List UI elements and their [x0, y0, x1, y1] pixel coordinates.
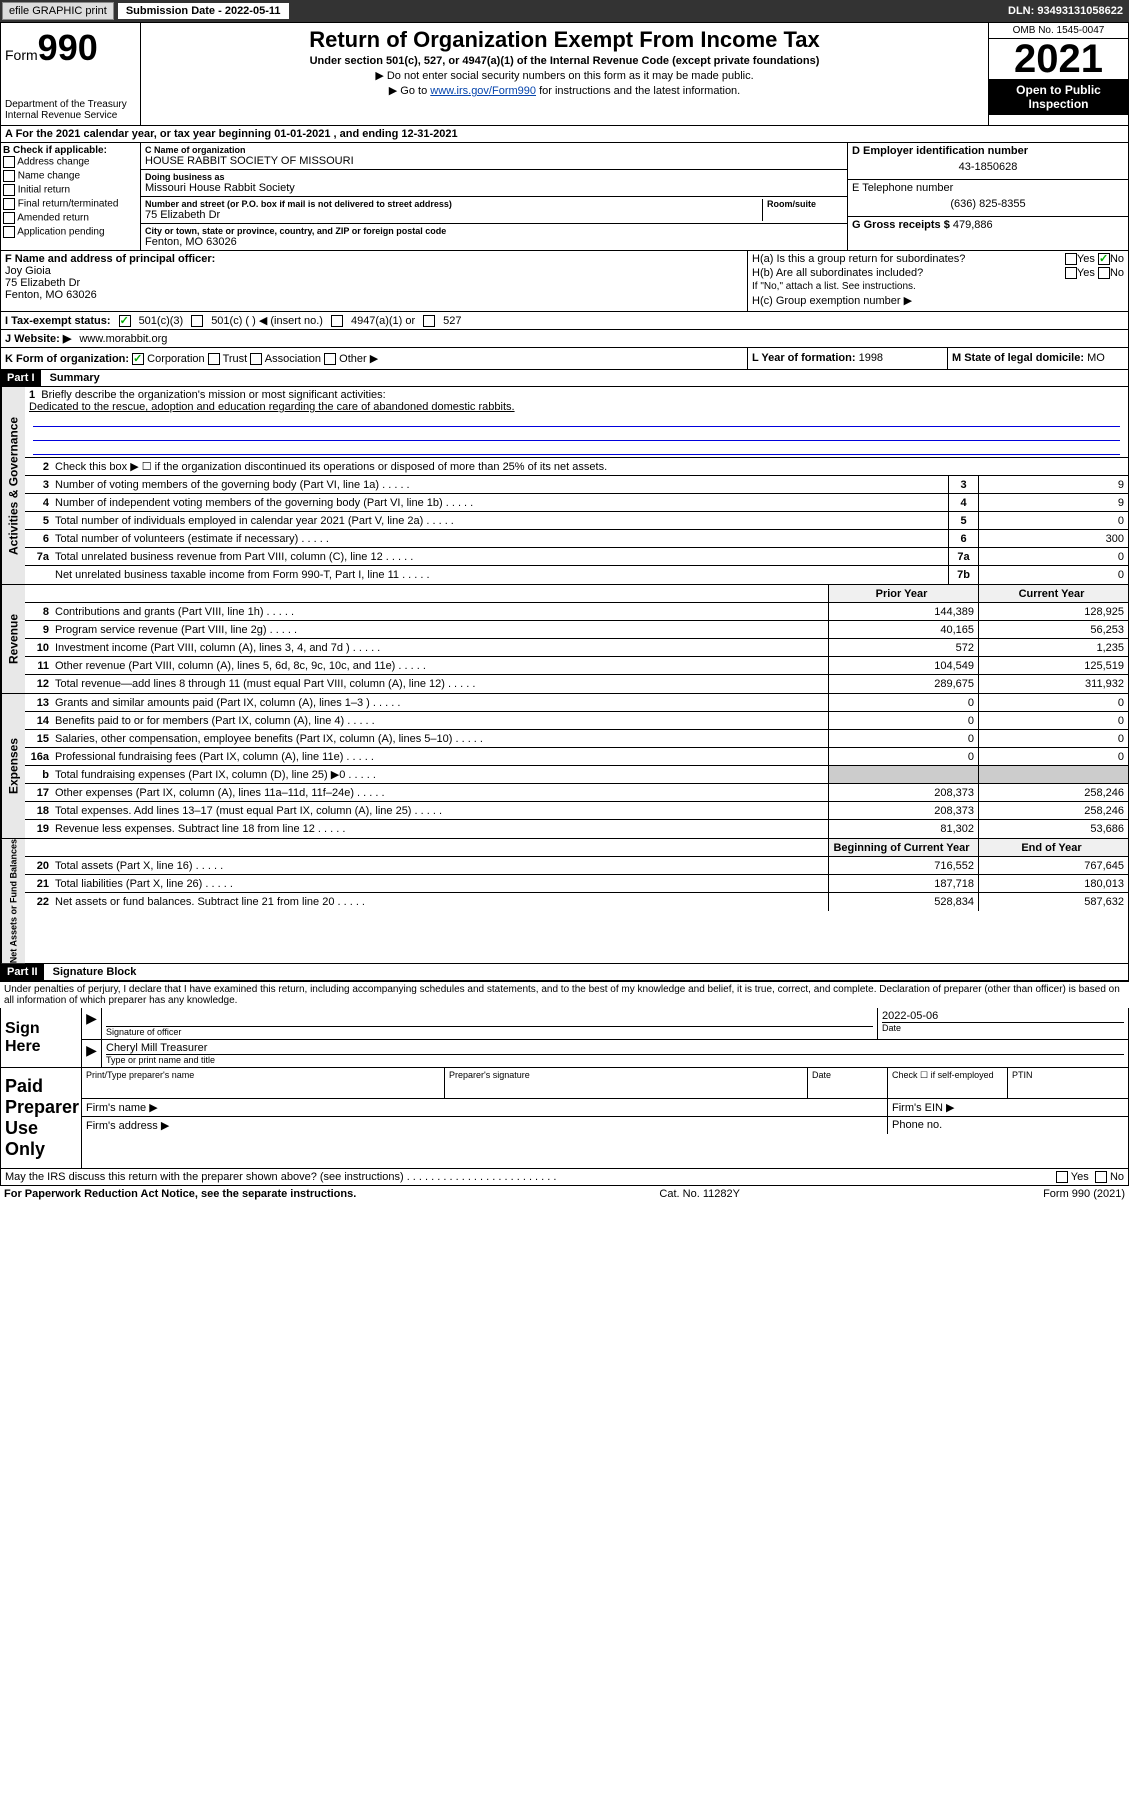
corp-checkbox[interactable]	[132, 353, 144, 365]
table-row: 6Total number of volunteers (estimate if…	[25, 530, 1128, 548]
col-c-org-info: C Name of organization HOUSE RABBIT SOCI…	[141, 143, 848, 250]
checkbox-option[interactable]: Address change	[3, 156, 138, 168]
table-row: 5Total number of individuals employed in…	[25, 512, 1128, 530]
mission-text: Dedicated to the rescue, adoption and ed…	[29, 401, 1124, 413]
top-bar: efile GRAPHIC print Submission Date - 20…	[0, 0, 1129, 22]
dba-name: Missouri House Rabbit Society	[145, 182, 843, 194]
irs-link[interactable]: www.irs.gov/Form990	[430, 85, 536, 97]
section-k-l-m: K Form of organization: Corporation Trus…	[0, 348, 1129, 370]
table-row: 17Other expenses (Part IX, column (A), l…	[25, 784, 1128, 802]
city-state-zip: Fenton, MO 63026	[145, 236, 843, 248]
form-title: Return of Organization Exempt From Incom…	[145, 27, 984, 53]
4947-checkbox[interactable]	[331, 315, 343, 327]
street-address: 75 Elizabeth Dr	[145, 209, 758, 221]
table-row: 4Number of independent voting members of…	[25, 494, 1128, 512]
assoc-checkbox[interactable]	[250, 353, 262, 365]
gross-receipts: 479,886	[953, 219, 993, 231]
website: www.morabbit.org	[79, 333, 167, 345]
open-public: Open to Public Inspection	[989, 79, 1128, 115]
paid-preparer-section: Paid Preparer Use Only Print/Type prepar…	[0, 1068, 1129, 1169]
officer-name-title: Cheryl Mill Treasurer	[106, 1042, 1124, 1054]
submission-date: Submission Date - 2022-05-11	[118, 3, 289, 19]
527-checkbox[interactable]	[423, 315, 435, 327]
checkbox-option[interactable]: Name change	[3, 170, 138, 182]
table-row: Net unrelated business taxable income fr…	[25, 566, 1128, 584]
irs-no-checkbox[interactable]	[1095, 1171, 1107, 1183]
checkbox-option[interactable]: Initial return	[3, 184, 138, 196]
table-row: 15Salaries, other compensation, employee…	[25, 730, 1128, 748]
part-1: Part I Summary Activities & Governance 1…	[0, 370, 1129, 964]
org-name: HOUSE RABBIT SOCIETY OF MISSOURI	[145, 155, 843, 167]
table-row: 3Number of voting members of the governi…	[25, 476, 1128, 494]
subtitle-2: ▶ Do not enter social security numbers o…	[145, 69, 984, 82]
department: Department of the Treasury Internal Reve…	[5, 99, 136, 121]
officer-address: 75 Elizabeth Dr Fenton, MO 63026	[5, 277, 743, 301]
table-row: 21Total liabilities (Part X, line 26) . …	[25, 875, 1128, 893]
table-row: 20Total assets (Part X, line 16) . . . .…	[25, 857, 1128, 875]
table-row: 11Other revenue (Part VIII, column (A), …	[25, 657, 1128, 675]
hb-yes-checkbox[interactable]	[1065, 267, 1077, 279]
ein: 43-1850628	[852, 157, 1124, 177]
subtitle-1: Under section 501(c), 527, or 4947(a)(1)…	[145, 55, 984, 67]
table-row: 12Total revenue—add lines 8 through 11 (…	[25, 675, 1128, 693]
col-d-ein-tel: D Employer identification number 43-1850…	[848, 143, 1128, 250]
table-row: 16aProfessional fundraising fees (Part I…	[25, 748, 1128, 766]
table-row: bTotal fundraising expenses (Part IX, co…	[25, 766, 1128, 784]
table-row: 8Contributions and grants (Part VIII, li…	[25, 603, 1128, 621]
subtitle-3: ▶ Go to www.irs.gov/Form990 for instruct…	[145, 84, 984, 97]
vert-netassets: Net Assets or Fund Balances	[1, 839, 25, 963]
section-f-h: F Name and address of principal officer:…	[0, 251, 1129, 312]
irs-yes-checkbox[interactable]	[1056, 1171, 1068, 1183]
penalty-text: Under penalties of perjury, I declare th…	[0, 981, 1129, 1008]
page-footer: For Paperwork Reduction Act Notice, see …	[0, 1186, 1129, 1202]
officer-name: Joy Gioia	[5, 265, 743, 277]
table-row: 19Revenue less expenses. Subtract line 1…	[25, 820, 1128, 838]
checkbox-option[interactable]: Final return/terminated	[3, 198, 138, 210]
sign-here-section: Sign Here ▶ Signature of officer 2022-05…	[0, 1008, 1129, 1068]
table-row: 13Grants and similar amounts paid (Part …	[25, 694, 1128, 712]
year-formation: 1998	[859, 352, 883, 364]
form-header: Form990 Department of the Treasury Inter…	[0, 22, 1129, 126]
vert-activities: Activities & Governance	[1, 387, 25, 584]
section-i-j: I Tax-exempt status: 501(c)(3) 501(c) ( …	[0, 312, 1129, 348]
part-2: Part II Signature Block Under penalties …	[0, 964, 1129, 1186]
signature-date: 2022-05-06	[882, 1010, 1124, 1022]
table-row: 14Benefits paid to or for members (Part …	[25, 712, 1128, 730]
ha-no-checkbox[interactable]	[1098, 253, 1110, 265]
checkbox-option[interactable]: Application pending	[3, 226, 138, 238]
501c-checkbox[interactable]	[191, 315, 203, 327]
table-row: 10Investment income (Part VIII, column (…	[25, 639, 1128, 657]
form-number: Form990	[5, 27, 136, 69]
table-row: 18Total expenses. Add lines 13–17 (must …	[25, 802, 1128, 820]
table-row: 7aTotal unrelated business revenue from …	[25, 548, 1128, 566]
main-info-grid: B Check if applicable: Address change Na…	[0, 143, 1129, 251]
checkbox-option[interactable]: Amended return	[3, 212, 138, 224]
efile-button[interactable]: efile GRAPHIC print	[2, 2, 114, 20]
part2-header: Part II	[1, 964, 44, 980]
trust-checkbox[interactable]	[208, 353, 220, 365]
vert-expenses: Expenses	[1, 694, 25, 838]
col-b-checkboxes: B Check if applicable: Address change Na…	[1, 143, 141, 250]
hb-no-checkbox[interactable]	[1098, 267, 1110, 279]
state-domicile: MO	[1087, 352, 1105, 364]
table-row: 9Program service revenue (Part VIII, lin…	[25, 621, 1128, 639]
dln: DLN: 93493131058622	[1008, 5, 1127, 17]
tax-year: 2021	[989, 39, 1128, 79]
501c3-checkbox[interactable]	[119, 315, 131, 327]
other-checkbox[interactable]	[324, 353, 336, 365]
row-a-tax-year: A For the 2021 calendar year, or tax yea…	[0, 126, 1129, 143]
ha-yes-checkbox[interactable]	[1065, 253, 1077, 265]
table-row: 22Net assets or fund balances. Subtract …	[25, 893, 1128, 911]
part1-header: Part I	[1, 370, 41, 386]
telephone: (636) 825-8355	[852, 194, 1124, 214]
vert-revenue: Revenue	[1, 585, 25, 693]
